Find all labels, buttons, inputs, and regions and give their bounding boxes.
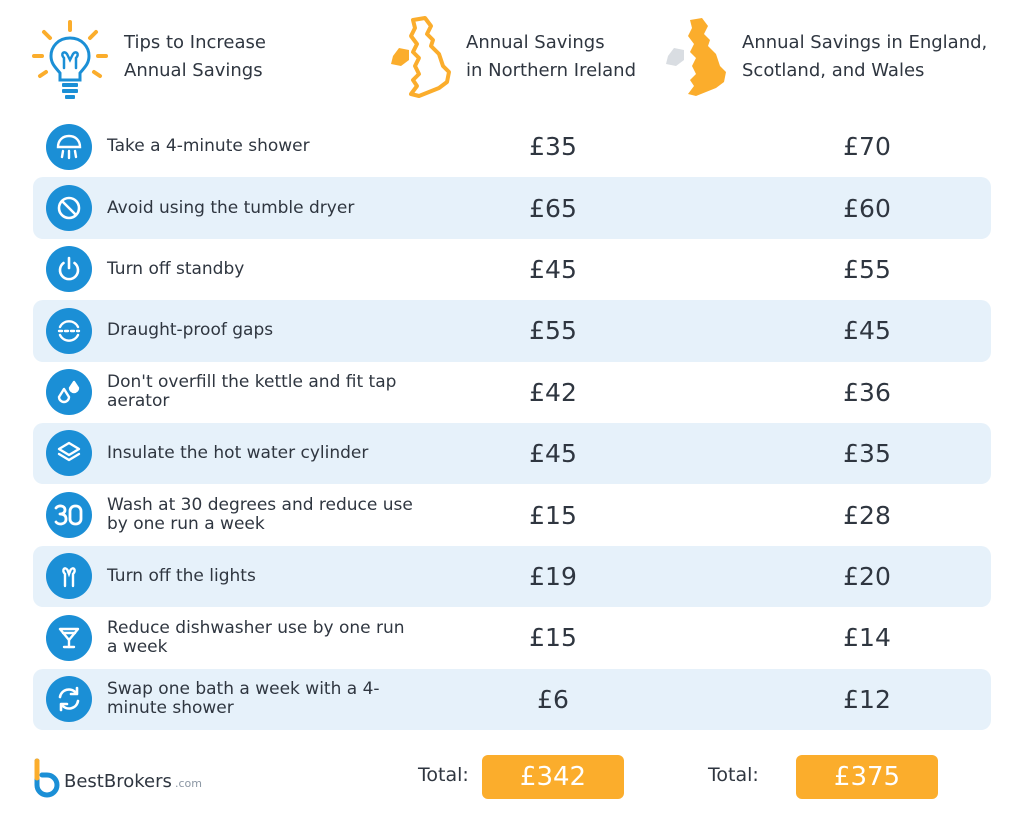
tip-label: Take a 4-minute shower — [107, 136, 310, 157]
draught-icon — [46, 307, 92, 354]
ni-saving: £55 — [529, 316, 577, 346]
gb-saving: £36 — [843, 377, 891, 407]
tip-label: Turn off standby — [107, 258, 245, 279]
gb-total-label: Total: — [708, 764, 759, 786]
layers-icon — [46, 430, 92, 477]
gb-saving: £70 — [843, 132, 891, 162]
swap-arrows-icon — [46, 676, 92, 723]
droplets-icon — [46, 369, 92, 416]
gb-saving: £12 — [843, 684, 891, 714]
header-ni-title: Annual Savings in Northern Ireland — [466, 32, 637, 81]
table-row: Don't overfill the kettle and fit tap ae… — [33, 362, 991, 423]
savings-table: Take a 4-minute shower £35 £70 Avoid usi… — [33, 116, 991, 730]
table-row: Turn off the lights £19 £20 — [33, 545, 991, 608]
tip-label: Swap one bath a week with a 4-minute sho… — [107, 679, 380, 719]
gb-saving: £55 — [843, 254, 891, 284]
tip-label: Insulate the hot water cylinder — [107, 443, 369, 464]
gb-saving: £28 — [843, 500, 891, 530]
table-row: Avoid using the tumble dryer £65 £60 — [33, 177, 991, 239]
ni-total-label: Total: — [418, 764, 469, 786]
ni-total-badge: £342 — [482, 755, 624, 799]
header-tips-title: Tips to Increase Annual Savings — [124, 32, 266, 81]
ni-saving: £15 — [529, 500, 577, 530]
shower-icon — [46, 123, 92, 170]
uk-map-outline-icon — [391, 16, 451, 98]
glass-icon — [46, 614, 92, 661]
bulb-filament-icon — [46, 553, 92, 600]
table-row: Draught-proof gaps £55 £45 — [33, 300, 991, 362]
gb-saving: £45 — [843, 316, 891, 346]
ni-saving: £45 — [529, 254, 577, 284]
brand-tld: .com — [175, 777, 202, 790]
table-row: Wash at 30 degrees and reduce use by one… — [33, 484, 991, 545]
ni-saving: £6 — [537, 684, 569, 714]
brand-name: BestBrokers — [64, 771, 172, 792]
gb-saving: £14 — [843, 623, 891, 653]
ni-saving: £65 — [529, 193, 577, 223]
tip-label: Turn off the lights — [107, 565, 256, 586]
tip-label: Wash at 30 degrees and reduce use by one… — [107, 495, 413, 535]
table-row: Turn off standby £45 £55 — [33, 239, 991, 300]
power-icon — [46, 246, 92, 293]
gb-saving: £60 — [843, 193, 891, 223]
gb-saving: £20 — [843, 561, 891, 591]
thirty-degrees-icon — [46, 491, 92, 538]
ni-saving: £35 — [529, 132, 577, 162]
tip-label: Avoid using the tumble dryer — [107, 197, 355, 218]
table-row: Reduce dishwasher use by one run a week … — [33, 607, 991, 668]
ni-saving: £45 — [529, 439, 577, 469]
prohibited-icon — [46, 184, 92, 231]
gb-total-badge: £375 — [796, 755, 938, 799]
tip-label: Draught-proof gaps — [107, 320, 274, 341]
tip-label: Reduce dishwasher use by one run a week — [107, 617, 405, 657]
bestbrokers-logo-icon — [34, 758, 60, 798]
table-row: Take a 4-minute shower £35 £70 — [33, 116, 991, 177]
uk-map-filled-icon — [666, 18, 726, 96]
ni-saving: £42 — [529, 377, 577, 407]
gb-saving: £35 — [843, 439, 891, 469]
tip-label: Don't overfill the kettle and fit tap ae… — [107, 372, 397, 412]
ni-saving: £15 — [529, 623, 577, 653]
lightbulb-icon — [32, 20, 108, 99]
table-row: Insulate the hot water cylinder £45 £35 — [33, 422, 991, 485]
table-row: Swap one bath a week with a 4-minute sho… — [33, 668, 991, 730]
header-gb-title: Annual Savings in England, Scotland, and… — [742, 32, 988, 81]
ni-saving: £19 — [529, 561, 577, 591]
